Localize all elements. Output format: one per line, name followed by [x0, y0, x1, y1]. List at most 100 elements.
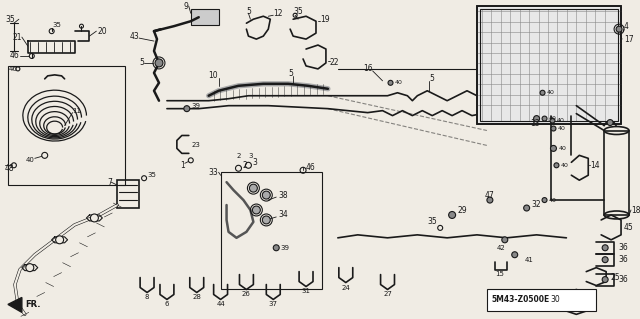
Text: 39: 39 [280, 245, 289, 251]
Text: 46: 46 [306, 163, 316, 172]
Circle shape [602, 277, 608, 283]
Text: 23: 23 [192, 142, 201, 148]
Circle shape [550, 145, 556, 152]
Circle shape [534, 115, 540, 122]
Text: 35: 35 [147, 172, 156, 178]
Text: 46: 46 [10, 51, 20, 61]
Circle shape [554, 163, 559, 168]
Text: 36: 36 [618, 255, 628, 264]
Circle shape [262, 191, 270, 199]
Text: 28: 28 [192, 294, 201, 300]
Circle shape [602, 257, 608, 263]
Text: 39: 39 [192, 103, 201, 109]
Circle shape [607, 120, 613, 126]
Text: 30: 30 [550, 295, 561, 304]
Text: 42: 42 [497, 245, 506, 251]
Text: 20: 20 [97, 27, 107, 36]
Text: 2: 2 [237, 153, 241, 160]
Text: 38: 38 [278, 190, 288, 200]
Text: 35: 35 [428, 218, 437, 226]
Bar [8, 66, 125, 185]
Text: 29: 29 [457, 205, 467, 214]
Text: 35: 35 [5, 15, 15, 24]
Text: 40: 40 [561, 163, 568, 168]
Circle shape [262, 216, 270, 224]
Text: 5: 5 [246, 7, 252, 16]
Circle shape [56, 236, 63, 244]
Text: 10: 10 [209, 71, 218, 80]
Circle shape [512, 252, 518, 258]
Circle shape [616, 26, 622, 32]
Text: 27: 27 [383, 292, 392, 298]
Circle shape [551, 126, 556, 131]
Text: 46: 46 [9, 66, 18, 72]
Text: 40: 40 [548, 116, 556, 121]
Text: 36: 36 [618, 275, 628, 284]
Circle shape [449, 211, 456, 219]
Text: 2: 2 [243, 161, 247, 170]
Circle shape [602, 245, 608, 251]
Text: 31: 31 [301, 288, 310, 294]
Text: 15: 15 [495, 271, 504, 277]
Text: 40: 40 [556, 118, 564, 123]
Text: 11: 11 [72, 108, 81, 114]
Text: 9: 9 [184, 2, 189, 11]
Text: 48: 48 [5, 164, 15, 173]
Text: 21: 21 [12, 33, 22, 41]
Circle shape [252, 206, 260, 214]
Text: 40: 40 [26, 157, 35, 163]
Text: 7: 7 [108, 178, 112, 187]
Text: 12: 12 [273, 9, 283, 18]
Text: 40: 40 [557, 126, 565, 131]
Text: 5: 5 [288, 69, 293, 78]
Text: 37: 37 [269, 301, 278, 308]
Text: 6: 6 [164, 301, 169, 308]
Text: 16: 16 [364, 64, 373, 73]
Text: 36: 36 [618, 243, 628, 252]
Circle shape [90, 214, 99, 222]
Text: 5M43-Z0500E: 5M43-Z0500E [492, 295, 550, 304]
Bar [480, 9, 618, 121]
Circle shape [26, 264, 34, 271]
Text: 25: 25 [610, 273, 620, 282]
Text: 34: 34 [278, 211, 288, 219]
Circle shape [184, 106, 190, 112]
Text: 18: 18 [631, 205, 640, 214]
Bar [604, 130, 629, 215]
Text: 17: 17 [624, 34, 634, 44]
Circle shape [542, 116, 547, 121]
Circle shape [502, 237, 508, 243]
Text: 40: 40 [548, 197, 556, 203]
Text: 40: 40 [559, 146, 566, 151]
Text: 3: 3 [252, 158, 257, 167]
Circle shape [540, 90, 545, 95]
Bar [487, 290, 596, 311]
Text: 33: 33 [209, 168, 219, 177]
Text: 14: 14 [590, 161, 600, 170]
Circle shape [250, 184, 257, 192]
Circle shape [487, 197, 493, 203]
Text: 22: 22 [330, 58, 339, 67]
Text: 40: 40 [394, 80, 403, 85]
Polygon shape [8, 297, 22, 312]
Text: 43: 43 [129, 32, 139, 41]
Text: 45: 45 [624, 223, 634, 233]
Text: 4: 4 [624, 22, 629, 31]
Text: 8: 8 [145, 294, 149, 300]
Circle shape [542, 197, 547, 203]
Circle shape [550, 118, 555, 123]
Bar [221, 172, 322, 290]
Text: 5: 5 [429, 74, 434, 83]
Text: 24: 24 [341, 285, 350, 291]
Bar [477, 6, 621, 123]
Text: 13: 13 [531, 119, 540, 128]
Text: 19: 19 [320, 15, 330, 24]
Text: 1: 1 [180, 161, 185, 170]
Text: 35: 35 [293, 7, 303, 16]
Bar [477, 6, 621, 123]
Text: 3: 3 [248, 153, 253, 160]
Circle shape [273, 245, 279, 251]
Bar [117, 180, 139, 208]
Circle shape [155, 59, 163, 67]
Text: 40: 40 [547, 90, 554, 95]
